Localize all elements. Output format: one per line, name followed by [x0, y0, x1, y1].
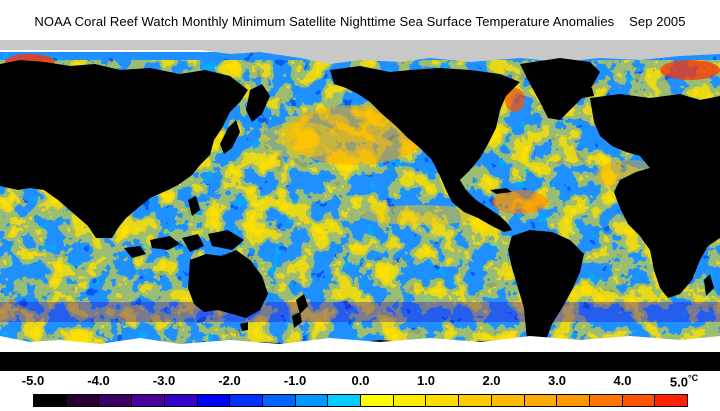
land-masses	[0, 58, 720, 371]
colorbar-swatch	[655, 395, 688, 406]
colorbar	[33, 394, 688, 407]
colorbar-swatch	[34, 395, 67, 406]
colorbar-swatch	[426, 395, 460, 406]
south-america	[508, 230, 584, 362]
colorbar-swatch	[459, 395, 492, 406]
africa-europe	[590, 94, 720, 298]
colorbar-tick-label: 0.0	[351, 373, 370, 388]
colorbar-swatch	[622, 395, 656, 406]
figure-title: NOAA Coral Reef Watch Monthly Minimum Sa…	[34, 14, 686, 29]
colorbar-tick-label: 4.0	[613, 373, 632, 388]
colorbar-tick-label: 2.0	[482, 373, 501, 388]
colorbar-swatch	[393, 395, 427, 406]
colorbar-tick-label: 5.0°C	[669, 373, 699, 390]
colorbar-swatch	[589, 395, 623, 406]
colorbar-swatch	[66, 395, 100, 406]
world-sst-map	[0, 40, 720, 371]
colorbar-swatch	[262, 395, 296, 406]
antarctic-sea-ice	[0, 336, 720, 352]
colorbar-swatch	[230, 395, 263, 406]
colorbar-tick-label: 1.0	[416, 373, 436, 388]
colorbar-swatch	[361, 395, 394, 406]
colorbar-swatch	[491, 395, 525, 406]
colorbar-tick-label: -5.0	[21, 373, 45, 388]
colorbar-swatch	[295, 395, 329, 406]
arctic-sea-ice	[0, 40, 720, 64]
colorbar-swatch	[132, 395, 165, 406]
colorbar-tick-label: -1.0	[283, 373, 307, 388]
australia	[188, 250, 268, 318]
colorbar-unit: °C	[687, 373, 699, 383]
colorbar-tick-label: -2.0	[218, 373, 241, 388]
colorbar-tick-label: 3.0	[547, 373, 567, 388]
colorbar-swatch	[164, 395, 198, 406]
colorbar-tick-label: -3.0	[152, 373, 176, 388]
colorbar-swatch	[197, 395, 231, 406]
colorbar-swatch	[99, 395, 133, 406]
colorbar-swatch	[524, 395, 558, 406]
colorbar-tick-labels: -5.0 -4.0 -3.0 -2.0 -1.0 0.0 1.0 2.0 3.0 4.0 5.0°C	[0, 373, 720, 393]
colorbar-swatch	[557, 395, 590, 406]
colorbar-tick-label: -4.0	[87, 373, 110, 388]
colorbar-swatch	[328, 395, 362, 406]
